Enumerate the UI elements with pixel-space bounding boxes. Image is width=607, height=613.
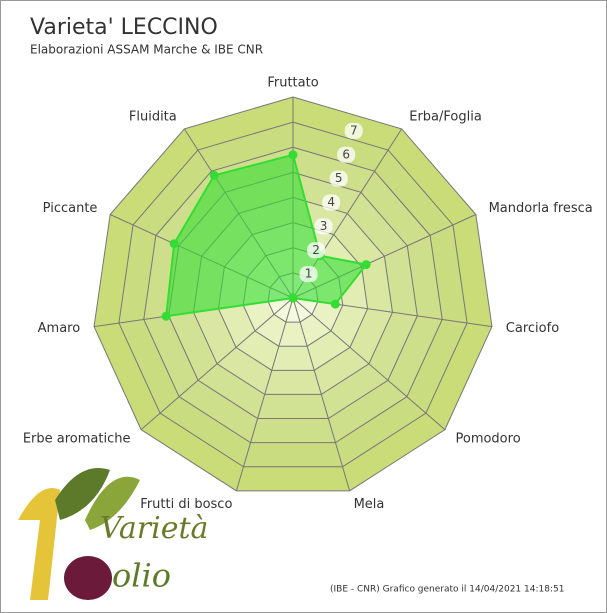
tick-label: 6 xyxy=(342,147,350,161)
tick-label: 4 xyxy=(327,195,335,209)
radar-point xyxy=(209,170,219,180)
tick-label-bg xyxy=(344,122,363,139)
logo: Varietà olio xyxy=(18,468,208,600)
logo-shape xyxy=(18,488,60,600)
tick-label-bg xyxy=(307,242,326,259)
axis-label: Frutti di bosco xyxy=(140,497,232,512)
logo-leaf xyxy=(55,468,110,520)
spoke xyxy=(292,297,351,491)
logo-olive xyxy=(64,556,112,600)
logo-text: olio xyxy=(112,557,171,595)
axis-label: Erba/Foglia xyxy=(409,110,482,125)
tick-label-bg xyxy=(299,266,318,283)
tick-label-bg xyxy=(329,170,348,187)
axis-label: Mela xyxy=(354,497,385,512)
tick-label: 2 xyxy=(312,243,320,257)
tick-label-bg xyxy=(314,218,333,235)
axis-label: Erbe aromatiche xyxy=(23,431,131,446)
tick-label: 3 xyxy=(320,219,328,233)
axis-label: Fruttato xyxy=(267,76,318,91)
tick-label-bg xyxy=(322,194,341,211)
spoke xyxy=(140,297,294,431)
plot: 1 23 45 67 Fruttato Erba/Foglia Mandorla fresc… xyxy=(23,76,593,512)
radar-point xyxy=(330,299,340,309)
radar-point xyxy=(361,260,371,270)
footer: (IBE - CNR) Grafico generato il 14/04/20… xyxy=(330,585,564,595)
logo-text: Varietà xyxy=(100,511,208,546)
tick-label-bg xyxy=(337,146,356,163)
tick-label: 7 xyxy=(350,123,358,137)
chart-title: Varieta' LECCINO xyxy=(30,15,218,40)
radar-point xyxy=(288,150,298,160)
radar-point xyxy=(161,311,171,321)
radar-point xyxy=(169,239,179,249)
axis-label: Fluidita xyxy=(129,110,177,125)
tick-label: 1 xyxy=(305,267,313,281)
spoke xyxy=(235,297,294,491)
tick-label: 5 xyxy=(335,171,343,185)
radar-point xyxy=(288,293,298,303)
axis-label: Carciofo xyxy=(506,321,559,336)
axis-label: Piccante xyxy=(43,201,98,216)
chart-subtitle: Elaborazioni ASSAM Marche & IBE CNR xyxy=(30,43,263,57)
axis-label: Amaro xyxy=(38,321,81,336)
spoke xyxy=(292,297,446,431)
logo-leaf xyxy=(85,476,140,530)
axis-label: Pomodoro xyxy=(455,431,520,446)
axis-label: Mandorla fresca xyxy=(489,201,593,216)
